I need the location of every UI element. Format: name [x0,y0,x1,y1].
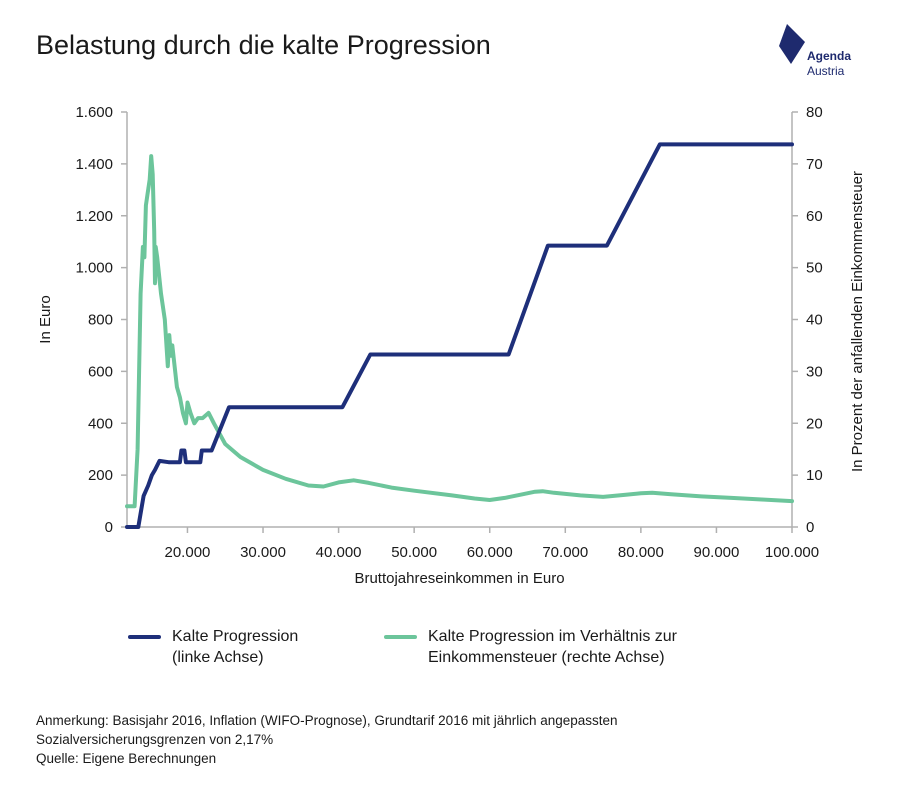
note-quelle: Quelle: Eigene Berechnungen [36,751,217,766]
y-left-tick-label: 1.400 [75,156,113,173]
y-right-tick-label: 50 [806,260,823,277]
note-anmerkung-cont: Sozialversicherungsgrenzen von 2,17% [36,732,274,747]
legend-label-line2: Einkommensteuer (rechte Achse) [428,649,665,666]
line-chart: 0 200 400 600 800 1.000 1.200 1.400 1.600 0 10 20 30… [37,104,866,587]
x-tick-label: 40.000 [316,544,362,561]
y-left-tick-label: 200 [88,467,113,484]
y-right-tick-label: 70 [806,156,823,173]
x-axis-label: Bruttojahreseinkommen in Euro [354,570,564,587]
y-axis-right-label: In Prozent der anfallenden Einkommensteu… [849,171,866,472]
x-tick-label: 90.000 [693,544,739,561]
y-right-tick-label: 30 [806,363,823,380]
y-right-tick-label: 20 [806,415,823,432]
series-line-verhaeltnis [125,154,794,509]
y-left-tick-label: 600 [88,363,113,380]
legend-label-line1: Kalte Progression im Verhältnis zur [428,628,677,645]
x-tick-label: 70.000 [542,544,588,561]
y-left-tick-label: 800 [88,312,113,329]
x-tick-label: 80.000 [618,544,664,561]
x-tick-label: 50.000 [391,544,437,561]
logo-diamond-icon [779,24,805,64]
legend-label-line2: (linke Achse) [172,649,264,666]
legend-swatch-verhaeltnis [384,635,417,639]
series-line-kalte-progression [125,142,794,529]
legend-swatch-kalte-progression [128,635,161,639]
y-right-tick-label: 80 [806,104,823,121]
logo-text-agenda: Agenda [807,49,852,63]
agenda-austria-logo: Agenda Austria [775,24,870,79]
y-right-tick-label: 0 [806,519,814,536]
y-right-tick-label: 60 [806,208,823,225]
y-left-tick-label: 1.200 [75,208,113,225]
legend-label-line1: Kalte Progression [172,628,299,645]
y-right-tick-label: 10 [806,467,823,484]
y-left-tick-label: 1.600 [75,104,113,121]
y-right-tick-label: 40 [806,312,823,329]
note-anmerkung: Anmerkung: Basisjahr 2016, Inflation (WI… [36,713,618,728]
chart-title: Belastung durch die kalte Progression [36,30,491,60]
logo-text-austria: Austria [807,64,845,78]
x-tick-label: 100.000 [765,544,819,561]
legend-label-kalte-progression: Kalte Progression (linke Achse) [172,626,298,668]
legend-label-verhaeltnis: Kalte Progression im Verhältnis zur Eink… [428,626,677,668]
y-left-tick-label: 0 [105,519,113,536]
x-tick-label: 60.000 [467,544,513,561]
footnotes: Anmerkung: Basisjahr 2016, Inflation (WI… [36,711,618,768]
x-tick-label: 20.000 [165,544,211,561]
x-tick-label: 30.000 [240,544,286,561]
y-axis-left-label: In Euro [37,295,54,343]
y-left-tick-label: 400 [88,415,113,432]
y-left-tick-label: 1.000 [75,260,113,277]
